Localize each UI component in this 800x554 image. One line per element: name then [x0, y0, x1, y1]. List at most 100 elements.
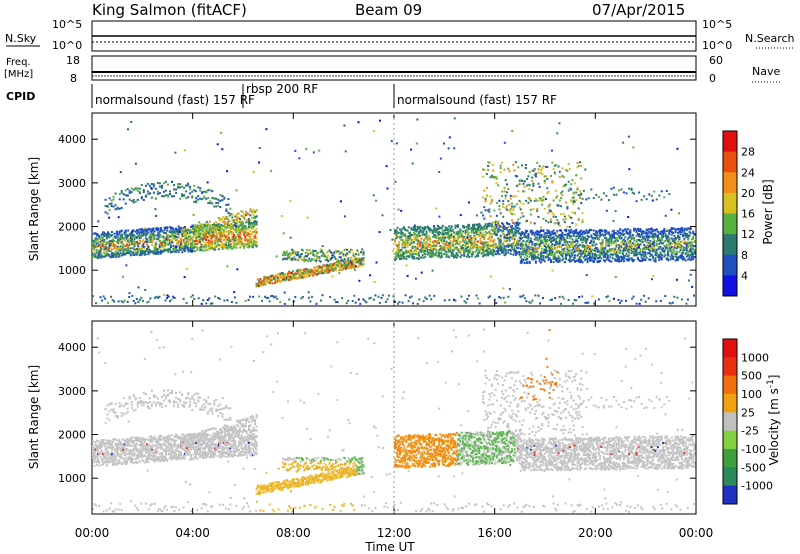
data-pixel — [300, 275, 303, 278]
data-pixel — [300, 272, 303, 275]
data-pixel — [137, 245, 140, 248]
data-pixel — [475, 254, 478, 257]
data-pixel — [401, 241, 404, 244]
data-pixel — [165, 249, 167, 252]
data-pixel — [156, 229, 159, 232]
data-pixel — [152, 236, 155, 239]
data-pixel — [531, 230, 534, 233]
data-pixel — [341, 251, 344, 253]
data-pixel — [289, 272, 292, 275]
data-pixel — [166, 249, 169, 252]
data-pixel — [147, 248, 150, 251]
data-pixel — [213, 226, 216, 229]
data-pixel — [558, 260, 561, 263]
data-pixel — [159, 227, 162, 229]
data-pixel — [339, 262, 342, 265]
data-pixel — [444, 242, 447, 245]
data-pixel — [477, 226, 480, 229]
data-pixel — [579, 258, 581, 261]
data-pixel — [450, 254, 453, 257]
data-pixel — [441, 242, 444, 245]
data-pixel — [623, 238, 625, 241]
data-pixel — [567, 232, 570, 235]
data-pixel — [628, 244, 631, 247]
data-pixel — [102, 255, 105, 258]
data-pixel — [415, 246, 418, 249]
data-pixel — [512, 235, 515, 238]
data-pixel — [546, 234, 549, 237]
data-pixel — [342, 268, 345, 271]
data-pixel — [211, 246, 214, 249]
data-pixel — [100, 253, 103, 256]
data-pixel — [609, 260, 612, 263]
data-pixel — [126, 188, 129, 191]
data-pixel — [346, 248, 349, 251]
data-pixel — [528, 247, 531, 250]
data-pixel — [181, 195, 184, 197]
data-pixel — [407, 251, 410, 253]
data-pixel — [112, 238, 115, 241]
data-pixel — [542, 241, 545, 244]
data-pixel — [302, 258, 305, 261]
data-pixel — [248, 227, 250, 230]
data-pixel — [93, 255, 96, 258]
data-pixel — [326, 267, 329, 270]
data-pixel — [180, 238, 183, 241]
data-pixel — [433, 241, 435, 244]
data-pixel — [619, 237, 622, 240]
data-pixel — [507, 237, 510, 239]
data-pixel — [149, 238, 152, 241]
data-pixel — [242, 216, 244, 219]
data-pixel — [103, 231, 106, 234]
data-pixel — [444, 236, 447, 239]
data-pixel — [166, 229, 169, 232]
data-pixel — [333, 268, 336, 271]
data-pixel — [534, 260, 537, 263]
data-pixel — [343, 259, 346, 262]
data-pixel — [518, 236, 521, 239]
data-pixel — [178, 247, 181, 250]
data-pixel — [501, 230, 503, 233]
data-pixel — [151, 251, 154, 254]
data-pixel — [240, 230, 243, 233]
data-pixel — [584, 259, 586, 262]
data-pixel — [193, 228, 196, 231]
data-pixel — [207, 231, 210, 234]
data-pixel — [465, 249, 468, 252]
data-pixel — [495, 234, 498, 237]
data-pixel — [108, 247, 111, 250]
data-pixel — [124, 229, 127, 232]
data-pixel — [297, 251, 300, 254]
data-pixel — [142, 240, 145, 242]
data-pixel — [453, 231, 456, 234]
data-pixel — [317, 272, 320, 275]
data-pixel — [209, 243, 211, 246]
data-pixel — [238, 225, 240, 228]
data-pixel — [278, 278, 281, 281]
data-pixel — [116, 207, 119, 209]
data-pixel — [532, 249, 535, 251]
data-pixel — [341, 264, 344, 266]
data-pixel — [551, 243, 554, 246]
data-pixel — [499, 249, 502, 252]
data-pixel — [347, 259, 350, 262]
data-pixel — [165, 236, 167, 239]
data-pixel — [142, 199, 145, 201]
data-pixel — [565, 228, 568, 231]
data-pixel — [581, 244, 584, 247]
data-pixel — [626, 248, 629, 250]
data-pixel — [534, 250, 537, 253]
data-pixel — [458, 250, 461, 253]
data-pixel — [288, 271, 291, 274]
data-pixel — [109, 244, 112, 247]
data-pixel — [429, 230, 432, 233]
data-pixel — [567, 229, 570, 232]
data-pixel — [445, 226, 448, 229]
data-pixel — [236, 217, 238, 220]
data-pixel — [475, 227, 478, 230]
data-pixel — [188, 238, 191, 241]
data-pixel — [355, 258, 357, 261]
data-pixel — [430, 253, 433, 256]
data-pixel — [571, 238, 574, 241]
data-pixel — [573, 260, 576, 263]
